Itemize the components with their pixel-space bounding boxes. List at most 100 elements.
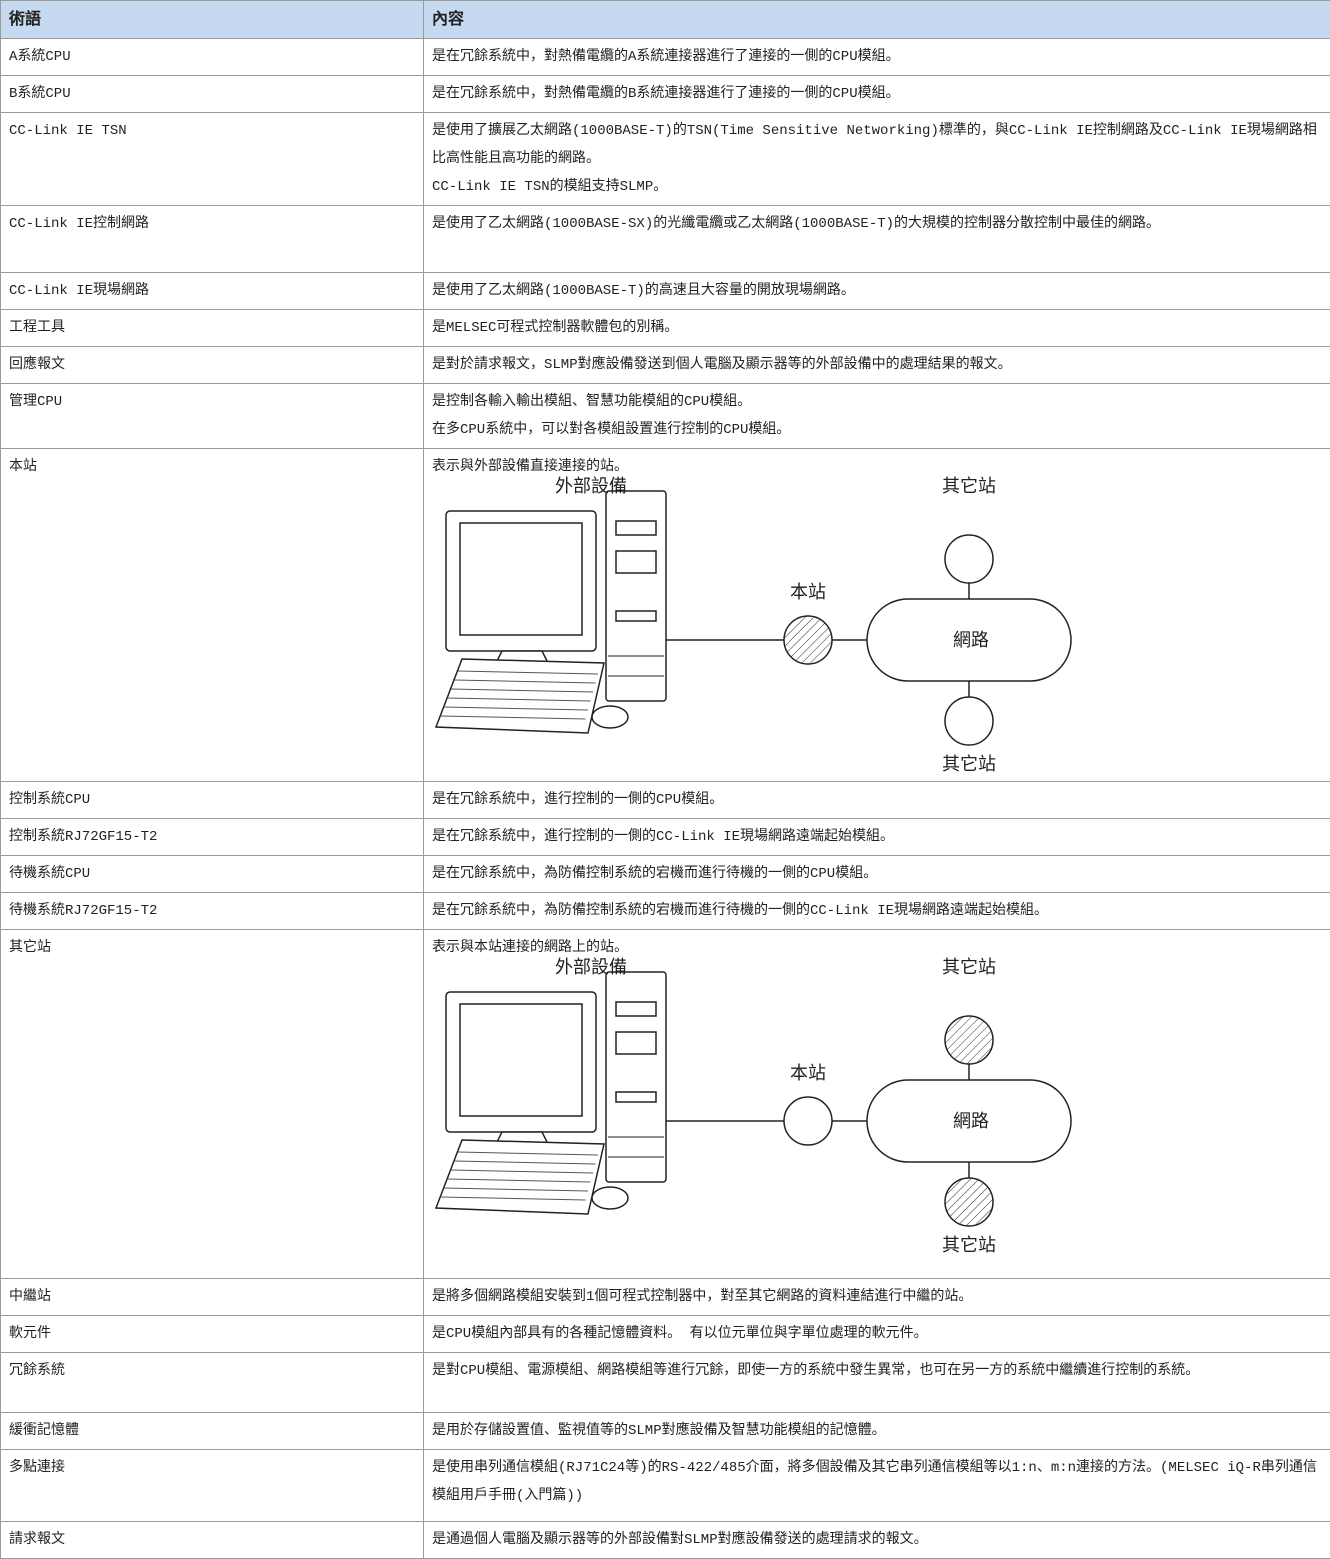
other-label: 其它站 bbox=[942, 476, 996, 497]
term-cell: 控制系統CPU bbox=[1, 782, 424, 819]
row: 中繼站是將多個網路模組安裝到1個可程式控制器中，對至其它網路的資料連結進行中繼的… bbox=[1, 1279, 1330, 1316]
content-text: 是使用了乙太網路(1000BASE-SX)的光纖電纜或乙太網路(1000BASE… bbox=[432, 210, 1322, 238]
term-cell: 其它站 bbox=[1, 930, 424, 1279]
header-cell: 術語 bbox=[1, 1, 424, 39]
content-cell: 是將多個網路模組安裝到1個可程式控制器中，對至其它網路的資料連結進行中繼的站。 bbox=[424, 1279, 1330, 1316]
content-cell: 是CPU模組內部具有的各種記憶體資料。 有以位元單位與字單位處理的軟元件。 bbox=[424, 1316, 1330, 1353]
other-label: 其它站 bbox=[942, 957, 996, 978]
term-cell: CC-Link IE TSN bbox=[1, 113, 424, 206]
screen bbox=[460, 1004, 582, 1116]
drive bbox=[616, 1092, 656, 1102]
row: 回應報文是對於請求報文，SLMP對應設備發送到個人電腦及顯示器等的外部設備中的處… bbox=[1, 347, 1330, 384]
network-label: 網路 bbox=[953, 630, 989, 651]
row: 請求報文是通過個人電腦及顯示器等的外部設備對SLMP對應設備發送的處理請求的報文… bbox=[1, 1522, 1330, 1559]
content-cell: 是控制各輸入輸出模組、智慧功能模組的CPU模組。在多CPU系統中，可以對各模組設… bbox=[424, 384, 1330, 449]
other-station bbox=[945, 535, 993, 583]
content-text: 是在冗餘系統中，為防備控制系統的宕機而進行待機的一側的CC-Link IE現場網… bbox=[432, 897, 1322, 925]
row: 冗餘系統是對CPU模組、電源模組、網路模組等進行冗餘，即使一方的系統中發生異常，… bbox=[1, 1353, 1330, 1413]
content-text: 是在冗餘系統中，進行控制的一側的CPU模組。 bbox=[432, 786, 1322, 814]
screen bbox=[460, 523, 582, 635]
term-cell: 緩衝記憶體 bbox=[1, 1413, 424, 1450]
host-station bbox=[784, 616, 832, 664]
other-label: 其它站 bbox=[942, 754, 996, 775]
other-station bbox=[945, 697, 993, 745]
mouse bbox=[592, 706, 628, 728]
term-cell: 工程工具 bbox=[1, 310, 424, 347]
content-text: 是CPU模組內部具有的各種記憶體資料。 有以位元單位與字單位處理的軟元件。 bbox=[432, 1320, 1322, 1348]
drive bbox=[616, 611, 656, 621]
content-cell: 是在冗餘系統中，為防備控制系統的宕機而進行待機的一側的CPU模組。 bbox=[424, 856, 1330, 893]
host-label: 本站 bbox=[790, 1063, 826, 1084]
term-cell: 多點連接 bbox=[1, 1450, 424, 1522]
drive bbox=[616, 551, 656, 573]
content-text: 是控制各輸入輸出模組、智慧功能模組的CPU模組。 bbox=[432, 388, 1322, 416]
term-cell: 中繼站 bbox=[1, 1279, 424, 1316]
content-text: 是在冗餘系統中，為防備控制系統的宕機而進行待機的一側的CPU模組。 bbox=[432, 860, 1322, 888]
row: 工程工具是MELSEC可程式控制器軟體包的別稱。 bbox=[1, 310, 1330, 347]
term-cell: 軟元件 bbox=[1, 1316, 424, 1353]
content-cell: 表示與外部設備直接連接的站。外部設備本站網路其它站其它站 bbox=[424, 449, 1330, 782]
keyboard bbox=[436, 659, 604, 733]
content-text: 是使用串列通信模組(RJ71C24等)的RS-422/485介面，將多個設備及其… bbox=[432, 1454, 1322, 1510]
content-cell: 是使用了乙太網路(1000BASE-SX)的光纖電纜或乙太網路(1000BASE… bbox=[424, 206, 1330, 273]
content-cell: 是使用了擴展乙太網路(1000BASE-T)的TSN(Time Sensitiv… bbox=[424, 113, 1330, 206]
content-text: 是用於存儲設置值、監視值等的SLMP對應設備及智慧功能模組的記憶體。 bbox=[432, 1417, 1322, 1445]
content-text: 是在冗餘系統中，進行控制的一側的CC-Link IE現場網路遠端起始模組。 bbox=[432, 823, 1322, 851]
other-station bbox=[945, 1016, 993, 1064]
term-cell: 冗餘系統 bbox=[1, 1353, 424, 1413]
row: CC-Link IE控制網路是使用了乙太網路(1000BASE-SX)的光纖電纜… bbox=[1, 206, 1330, 273]
content-cell: 是使用了乙太網路(1000BASE-T)的高速且大容量的開放現場網路。 bbox=[424, 273, 1330, 310]
content-cell: 是在冗餘系統中，進行控制的一側的CC-Link IE現場網路遠端起始模組。 bbox=[424, 819, 1330, 856]
content-cell: 是在冗餘系統中，對熱備電纜的B系統連接器進行了連接的一側的CPU模組。 bbox=[424, 76, 1330, 113]
row: 控制系統CPU 是在冗餘系統中，進行控制的一側的CPU模組。 bbox=[1, 782, 1330, 819]
content-text: 是對於請求報文，SLMP對應設備發送到個人電腦及顯示器等的外部設備中的處理結果的… bbox=[432, 351, 1322, 379]
content-cell: 是通過個人電腦及顯示器等的外部設備對SLMP對應設備發送的處理請求的報文。 bbox=[424, 1522, 1330, 1559]
term-cell: CC-Link IE控制網路 bbox=[1, 206, 424, 273]
content-cell: 是使用串列通信模組(RJ71C24等)的RS-422/485介面，將多個設備及其… bbox=[424, 1450, 1330, 1522]
device-label: 外部設備 bbox=[555, 476, 627, 497]
term-cell: 回應報文 bbox=[1, 347, 424, 384]
content-text: 是在冗餘系統中，對熱備電纜的A系統連接器進行了連接的一側的CPU模組。 bbox=[432, 43, 1322, 71]
row: 待機系統RJ72GF15-T2 是在冗餘系統中，為防備控制系統的宕機而進行待機的一… bbox=[1, 893, 1330, 930]
row: 其它站表示與本站連接的網路上的站。外部設備本站網路其它站其它站 bbox=[1, 930, 1330, 1279]
row: 本站表示與外部設備直接連接的站。外部設備本站網路其它站其它站 bbox=[1, 449, 1330, 782]
content-cell: 是對CPU模組、電源模組、網路模組等進行冗餘，即使一方的系統中發生異常，也可在另… bbox=[424, 1353, 1330, 1413]
row: 緩衝記憶體是用於存儲設置值、監視值等的SLMP對應設備及智慧功能模組的記憶體。 bbox=[1, 1413, 1330, 1450]
drive bbox=[616, 1002, 656, 1016]
content-cell: 是在冗餘系統中，進行控制的一側的CPU模組。 bbox=[424, 782, 1330, 819]
drive bbox=[616, 1032, 656, 1054]
term-cell: 待機系統RJ72GF15-T2 bbox=[1, 893, 424, 930]
keyboard bbox=[436, 1140, 604, 1214]
term-cell: 管理CPU bbox=[1, 384, 424, 449]
content-text: 是對CPU模組、電源模組、網路模組等進行冗餘，即使一方的系統中發生異常，也可在另… bbox=[432, 1357, 1322, 1385]
row: CC-Link IE現場網路是使用了乙太網路(1000BASE-T)的高速且大容… bbox=[1, 273, 1330, 310]
content-text: 在多CPU系統中，可以對各模組設置進行控制的CPU模組。 bbox=[432, 416, 1322, 444]
term-cell: 本站 bbox=[1, 449, 424, 782]
content-cell: 表示與本站連接的網路上的站。外部設備本站網路其它站其它站 bbox=[424, 930, 1330, 1279]
term-cell: 待機系統CPU bbox=[1, 856, 424, 893]
other-label: 其它站 bbox=[942, 1235, 996, 1256]
content-text: 是使用了擴展乙太網路(1000BASE-T)的TSN(Time Sensitiv… bbox=[432, 117, 1322, 173]
content-text: 是MELSEC可程式控制器軟體包的別稱。 bbox=[432, 314, 1322, 342]
device-label: 外部設備 bbox=[555, 957, 627, 978]
other-station bbox=[945, 1178, 993, 1226]
content-text: 是使用了乙太網路(1000BASE-T)的高速且大容量的開放現場網路。 bbox=[432, 277, 1322, 305]
term-cell: B系統CPU bbox=[1, 76, 424, 113]
host-station bbox=[784, 1097, 832, 1145]
content-cell: 是在冗餘系統中，對熱備電纜的A系統連接器進行了連接的一側的CPU模組。 bbox=[424, 39, 1330, 76]
network-label: 網路 bbox=[953, 1111, 989, 1132]
row: 軟元件是CPU模組內部具有的各種記憶體資料。 有以位元單位與字單位處理的軟元件。 bbox=[1, 1316, 1330, 1353]
mouse bbox=[592, 1187, 628, 1209]
content-cell: 是用於存儲設置值、監視值等的SLMP對應設備及智慧功能模組的記憶體。 bbox=[424, 1413, 1330, 1450]
content-cell: 是MELSEC可程式控制器軟體包的別稱。 bbox=[424, 310, 1330, 347]
content-text: 是通過個人電腦及顯示器等的外部設備對SLMP對應設備發送的處理請求的報文。 bbox=[432, 1526, 1322, 1554]
content-text: CC-Link IE TSN的模組支持SLMP。 bbox=[432, 173, 1322, 201]
